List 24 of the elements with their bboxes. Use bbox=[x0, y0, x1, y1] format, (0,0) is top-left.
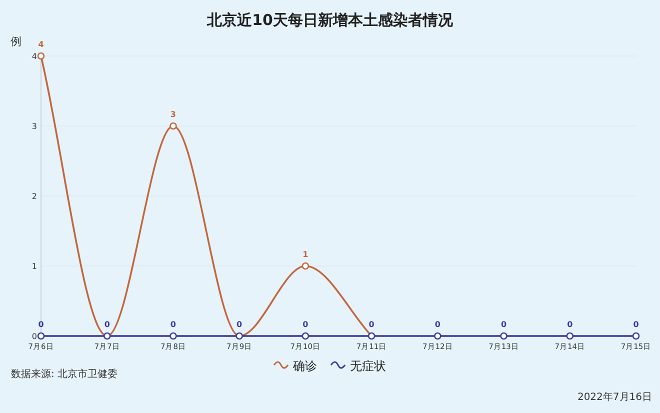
ytick: 4 bbox=[32, 52, 37, 61]
ytick: 1 bbox=[32, 262, 37, 271]
value-label: 0 bbox=[170, 320, 176, 329]
value-label: 1 bbox=[302, 250, 308, 259]
ytick: 0 bbox=[32, 332, 37, 341]
legend-label: 确诊 bbox=[293, 359, 317, 373]
value-label: 3 bbox=[170, 110, 176, 119]
value-label: 0 bbox=[633, 320, 639, 329]
value-label: 0 bbox=[104, 320, 110, 329]
annotation: 数据来源: 北京市卫健委 bbox=[11, 369, 118, 380]
ytick: 2 bbox=[32, 192, 37, 201]
ytick: 3 bbox=[32, 122, 37, 131]
value-label: 0 bbox=[567, 320, 573, 329]
annotation: 2022年7月16日 bbox=[577, 392, 652, 403]
legend-label: 无症状 bbox=[350, 359, 386, 373]
value-label: 0 bbox=[434, 320, 440, 329]
value-label: 4 bbox=[38, 40, 44, 49]
title: 北京近10天每日新增本土感染者情况 bbox=[207, 11, 453, 29]
value-label: 0 bbox=[38, 320, 44, 329]
ylabel: 例 bbox=[10, 35, 22, 48]
value-label: 0 bbox=[368, 320, 374, 329]
value-label: 0 bbox=[302, 320, 308, 329]
value-label: 0 bbox=[501, 320, 507, 329]
value-label: 0 bbox=[236, 320, 242, 329]
